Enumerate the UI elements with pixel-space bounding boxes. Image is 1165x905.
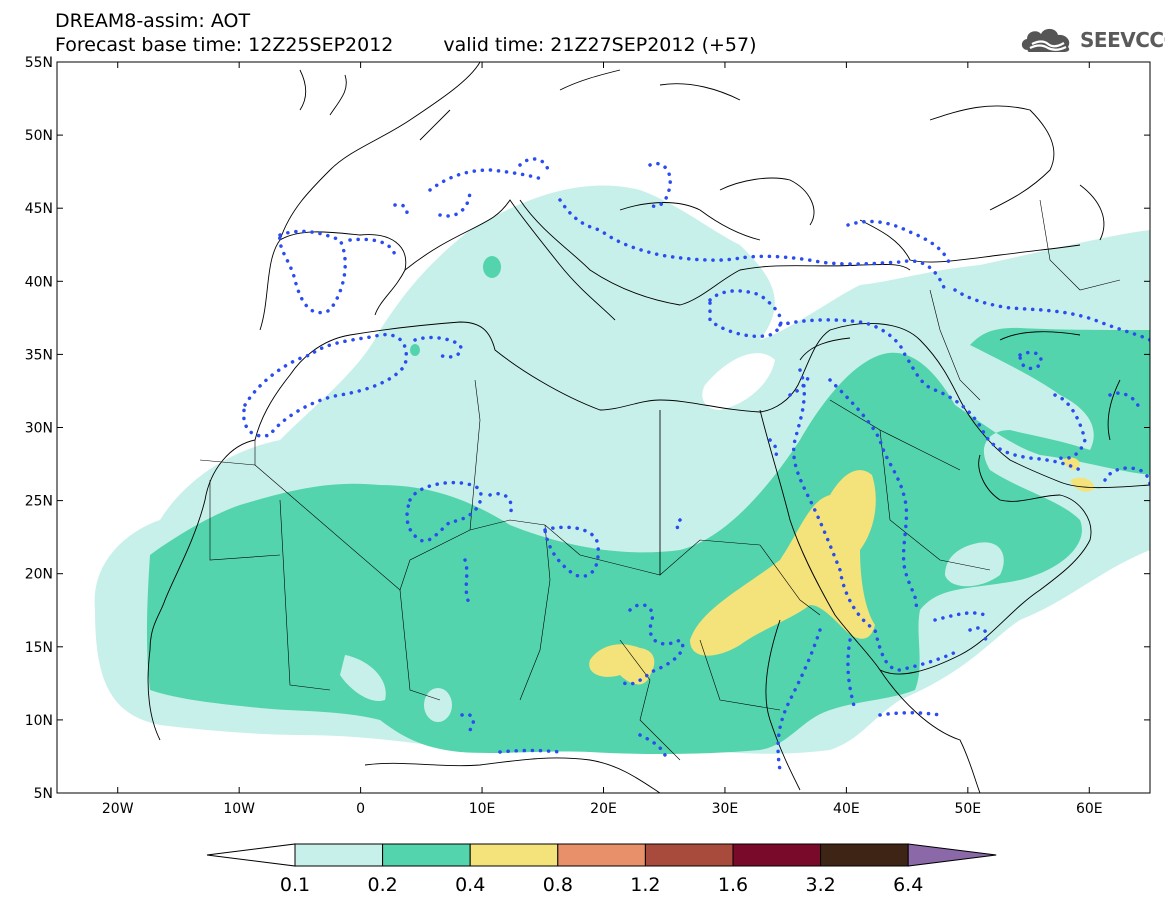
colorbar-segment xyxy=(820,843,909,867)
lat-tick-label: 20N xyxy=(25,567,53,583)
colorbar-segment xyxy=(557,843,646,867)
lat-tick-label: 40N xyxy=(25,274,53,290)
aot-field-0.4 xyxy=(589,457,1095,685)
axis-ticks xyxy=(57,61,1150,794)
product-title: DREAM8-assim: AOT xyxy=(55,10,251,32)
colorbar-label: 0.2 xyxy=(367,874,397,896)
colorbar-label: 1.6 xyxy=(718,874,748,896)
colorbar-segment xyxy=(382,843,471,867)
lon-tick-label: 20W xyxy=(102,801,134,817)
lon-tick-label: 30E xyxy=(712,801,739,817)
aot-patch xyxy=(410,344,420,356)
colorbar-segment xyxy=(732,843,822,867)
colorbar-arrow-low xyxy=(206,843,296,867)
coastlines xyxy=(147,62,1150,793)
aot-patch xyxy=(483,256,501,278)
lat-tick-label: 10N xyxy=(25,713,53,729)
colorbar-arrow-high xyxy=(907,843,997,867)
lon-tick-label: 10W xyxy=(223,801,255,817)
time-line: Forecast base time: 12Z25SEP2012 valid ti… xyxy=(55,34,757,56)
colorbar-label: 6.4 xyxy=(893,874,923,896)
map-layers xyxy=(94,185,1150,755)
lon-tick-label: 0 xyxy=(356,801,365,817)
aot-hole xyxy=(945,542,1004,587)
longitude-labels: 20W 10W 0 10E 20E 30E 40E 50E 60E xyxy=(102,801,1103,817)
lat-tick-label: 35N xyxy=(25,347,53,363)
colorbar-labels: 0.1 0.2 0.4 0.8 1.2 1.6 3.2 6.4 xyxy=(280,874,923,896)
colorbar-segment xyxy=(294,843,384,867)
lon-tick-label: 60E xyxy=(1076,801,1103,817)
aot-hole xyxy=(424,688,452,722)
lat-tick-label: 25N xyxy=(25,494,53,510)
lat-tick-label: 30N xyxy=(25,421,53,437)
lon-tick-label: 10E xyxy=(469,801,496,817)
lon-tick-label: 40E xyxy=(833,801,860,817)
lon-tick-label: 50E xyxy=(954,801,981,817)
lat-tick-label: 45N xyxy=(25,201,53,217)
lat-tick-label: 50N xyxy=(25,128,53,144)
colorbar-segment xyxy=(644,843,734,867)
logo-text: SEEVCCC xyxy=(1080,28,1165,52)
cloud-icon xyxy=(1021,28,1070,52)
aot-field-0.2 xyxy=(146,327,1150,755)
colorbar-label: 0.1 xyxy=(280,874,310,896)
latitude-labels: 5N 10N 15N 20N 25N 30N 35N 40N 45N 50N 55N xyxy=(25,55,53,802)
colorbar-label: 1.2 xyxy=(630,874,660,896)
lon-tick-label: 20E xyxy=(590,801,617,817)
lat-tick-label: 5N xyxy=(34,786,53,802)
forecast-base-time: Forecast base time: 12Z25SEP2012 xyxy=(55,34,394,56)
colorbar-segment xyxy=(469,843,559,867)
valid-time: valid time: 21Z27SEP2012 (+57) xyxy=(443,34,757,56)
aot-hole xyxy=(340,655,386,701)
seevccc-logo: SEEVCCC xyxy=(1018,24,1165,56)
colorbar xyxy=(206,843,997,867)
lat-tick-label: 15N xyxy=(25,640,53,656)
lat-tick-label: 55N xyxy=(25,55,53,71)
colorbar-label: 0.4 xyxy=(455,874,485,896)
colorbar-label: 0.8 xyxy=(543,874,573,896)
country-borders xyxy=(199,199,1121,761)
forecast-contours xyxy=(242,157,1150,772)
colorbar-label: 3.2 xyxy=(805,874,835,896)
